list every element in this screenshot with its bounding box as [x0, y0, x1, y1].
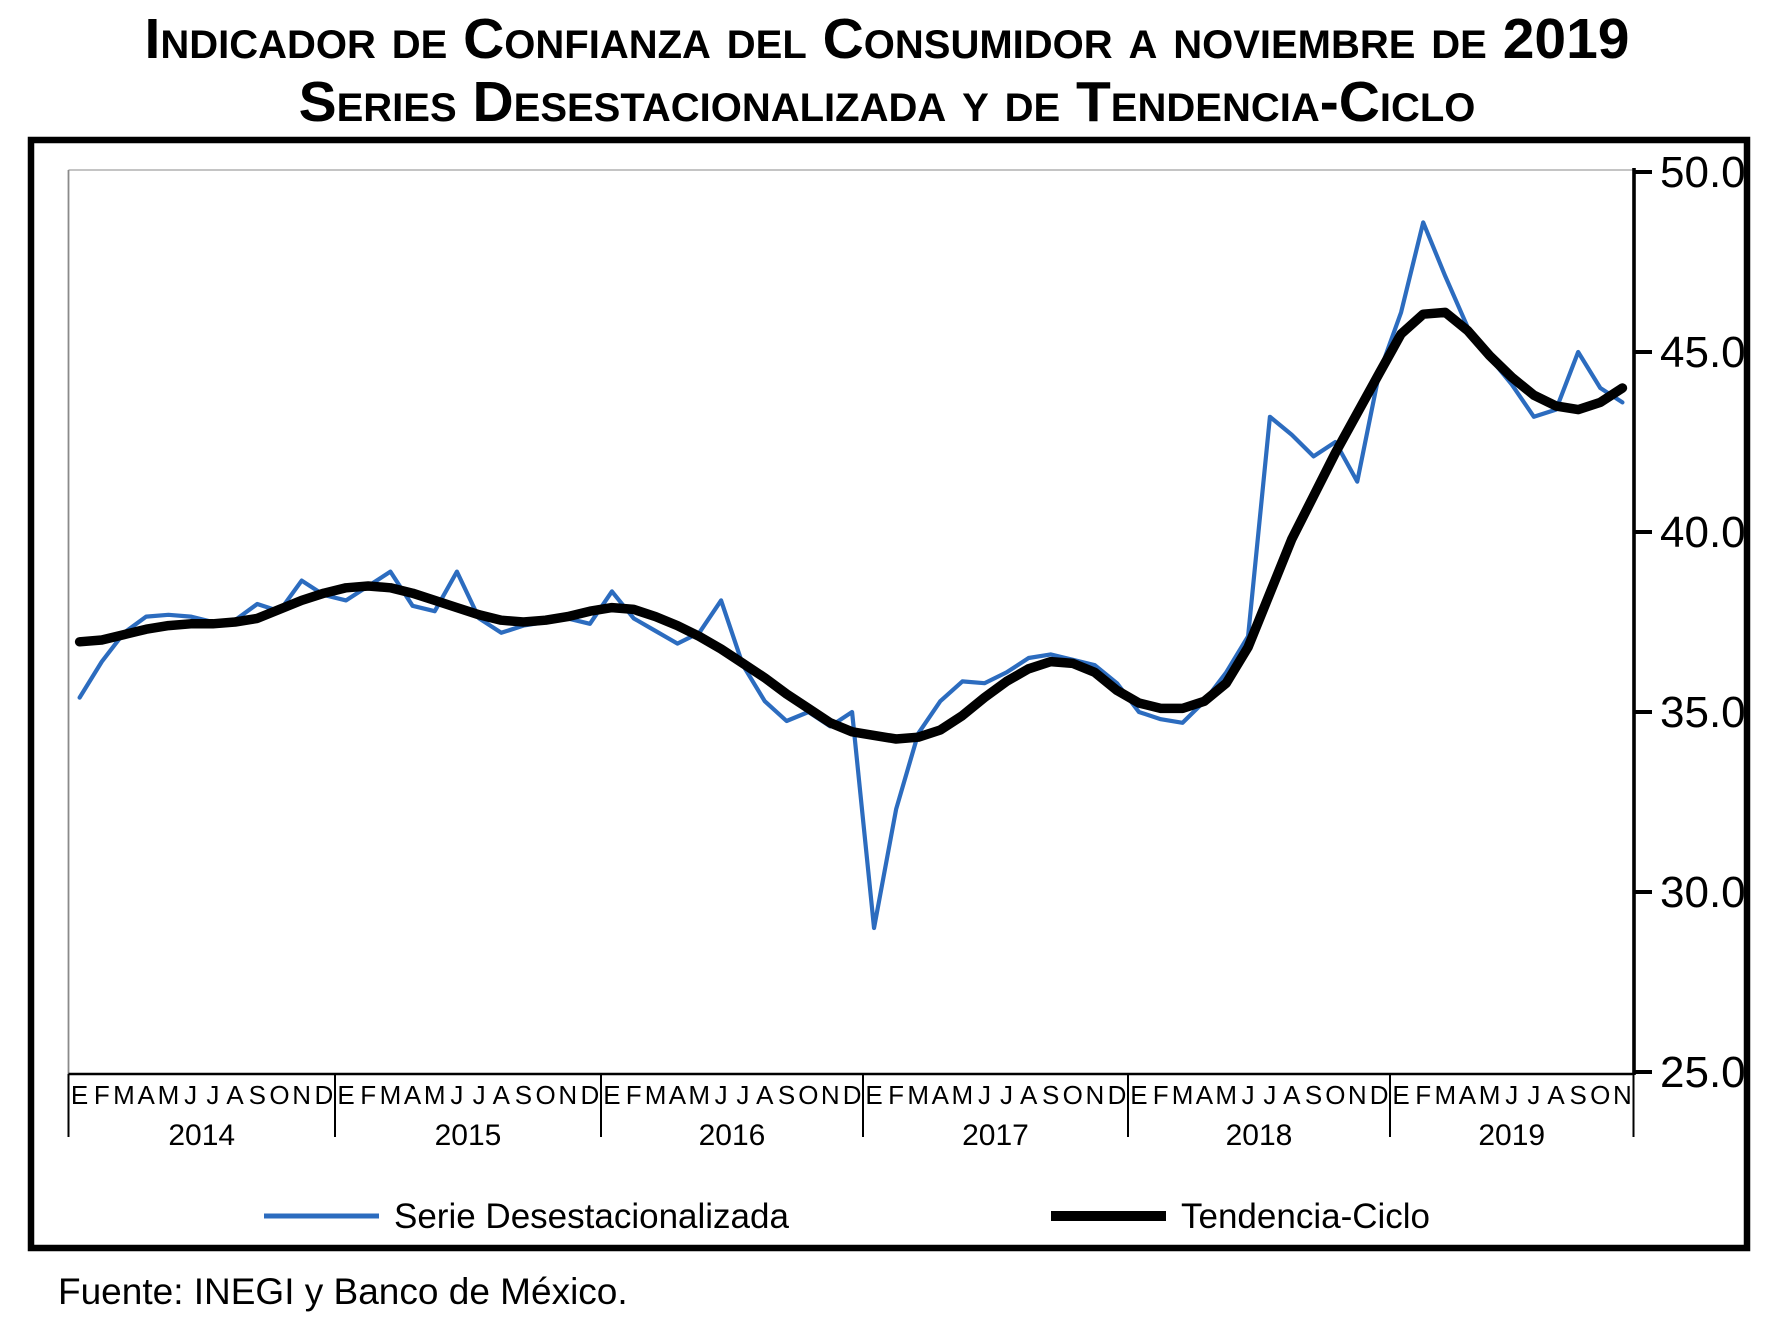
x-month-label: A	[1459, 1080, 1477, 1110]
x-month-label: M	[1479, 1080, 1501, 1110]
x-month-label: M	[113, 1080, 135, 1110]
x-month-label: M	[1172, 1080, 1194, 1110]
x-month-label: N	[1613, 1080, 1632, 1110]
x-month-label: S	[778, 1080, 795, 1110]
x-month-label: J	[1505, 1080, 1518, 1110]
x-month-label: S	[515, 1080, 532, 1110]
x-month-label: S	[1569, 1080, 1586, 1110]
y-tick-label: 35.0	[1660, 688, 1746, 737]
x-month-label: M	[380, 1080, 402, 1110]
x-month-label: M	[688, 1080, 710, 1110]
x-month-label: A	[138, 1080, 156, 1110]
x-month-label: D	[315, 1080, 334, 1110]
x-month-label: S	[1042, 1080, 1059, 1110]
x-month-label: N	[292, 1080, 311, 1110]
x-month-label: M	[1435, 1080, 1457, 1110]
x-month-label: F	[626, 1080, 642, 1110]
x-month-label: A	[1196, 1080, 1214, 1110]
x-month-label: F	[94, 1080, 110, 1110]
x-month-label: M	[1215, 1080, 1237, 1110]
x-month-label: A	[404, 1080, 422, 1110]
x-month-label: J	[473, 1080, 486, 1110]
x-month-label: A	[1020, 1080, 1038, 1110]
y-tick-label: 40.0	[1660, 508, 1746, 557]
x-year-label: 2014	[168, 1119, 235, 1152]
x-month-label: O	[269, 1080, 289, 1110]
x-month-label: J	[1242, 1080, 1255, 1110]
x-month-label: N	[1085, 1080, 1104, 1110]
x-month-label: F	[888, 1080, 904, 1110]
x-month-label: S	[1305, 1080, 1322, 1110]
y-tick-label: 25.0	[1660, 1048, 1746, 1097]
x-month-label: E	[337, 1080, 354, 1110]
x-month-label: J	[1000, 1080, 1013, 1110]
chart-legend: Serie Desestacionalizada Tendencia-Ciclo	[264, 1197, 1430, 1236]
x-month-label: F	[360, 1080, 376, 1110]
x-year-label: 2016	[699, 1119, 766, 1152]
x-month-label: A	[1283, 1080, 1301, 1110]
chart-title-line1: Indicador de Confianza del Consumidor a …	[145, 7, 1630, 71]
chart-title-line2: Series Desestacionalizada y de Tendencia…	[299, 70, 1476, 134]
x-month-label: A	[226, 1080, 244, 1110]
source-note: Fuente: INEGI y Banco de México.	[58, 1271, 628, 1312]
legend-label-serie-desestacionalizada: Serie Desestacionalizada	[394, 1197, 789, 1236]
x-year-label: 2018	[1226, 1119, 1293, 1152]
x-month-label: A	[669, 1080, 687, 1110]
x-month-label: D	[1370, 1080, 1389, 1110]
x-month-label: E	[71, 1080, 88, 1110]
x-month-label: D	[843, 1080, 862, 1110]
series-line-serie-desestacionalizada	[77, 220, 1625, 931]
x-month-label: J	[1263, 1080, 1276, 1110]
x-month-label: J	[184, 1080, 197, 1110]
x-month-label: M	[952, 1080, 974, 1110]
x-month-label: S	[249, 1080, 266, 1110]
y-tick-label: 30.0	[1660, 868, 1746, 917]
x-month-label: J	[206, 1080, 219, 1110]
chart-frame	[27, 136, 1751, 1252]
x-month-label: N	[821, 1080, 840, 1110]
x-month-label: E	[1392, 1080, 1409, 1110]
legend-label-tendencia-ciclo: Tendencia-Ciclo	[1181, 1197, 1430, 1236]
x-month-label: O	[1325, 1080, 1345, 1110]
x-month-label: F	[1153, 1080, 1169, 1110]
x-year-label: 2019	[1478, 1119, 1545, 1152]
x-month-label: N	[1348, 1080, 1367, 1110]
x-month-label: J	[736, 1080, 749, 1110]
x-month-label: M	[158, 1080, 180, 1110]
series-line-tendencia-ciclo	[74, 307, 1628, 744]
x-month-label: M	[907, 1080, 929, 1110]
x-month-label: E	[865, 1080, 882, 1110]
x-year-label: 2015	[435, 1119, 502, 1152]
x-month-label: M	[424, 1080, 446, 1110]
x-month-label: O	[1063, 1080, 1083, 1110]
x-month-label: O	[1590, 1080, 1610, 1110]
x-month-label: O	[535, 1080, 555, 1110]
y-tick-label: 50.0	[1660, 148, 1746, 197]
x-month-label: J	[978, 1080, 991, 1110]
x-month-label: A	[493, 1080, 511, 1110]
chart-plot-area: 50.045.040.035.030.025.0E F M A M J J A S O N D2014…	[67, 148, 1746, 1152]
x-month-label: O	[798, 1080, 818, 1110]
x-month-label: A	[1547, 1080, 1565, 1110]
x-month-label: D	[1108, 1080, 1127, 1110]
x-month-label: A	[756, 1080, 774, 1110]
x-year-label: 2017	[962, 1119, 1029, 1152]
x-month-label: M	[645, 1080, 667, 1110]
x-month-label: D	[581, 1080, 600, 1110]
x-month-label: N	[558, 1080, 577, 1110]
x-month-label: E	[603, 1080, 620, 1110]
x-month-label: E	[1130, 1080, 1147, 1110]
x-month-label: A	[932, 1080, 950, 1110]
x-month-label: F	[1415, 1080, 1431, 1110]
x-month-label: J	[1527, 1080, 1540, 1110]
x-month-label: J	[450, 1080, 463, 1110]
y-tick-label: 45.0	[1660, 328, 1746, 377]
x-month-label: J	[715, 1080, 728, 1110]
